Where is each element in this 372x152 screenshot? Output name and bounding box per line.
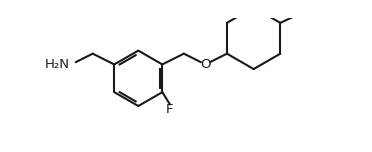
Text: F: F xyxy=(166,103,174,116)
Text: O: O xyxy=(200,58,211,71)
Text: H₂N: H₂N xyxy=(45,58,70,71)
